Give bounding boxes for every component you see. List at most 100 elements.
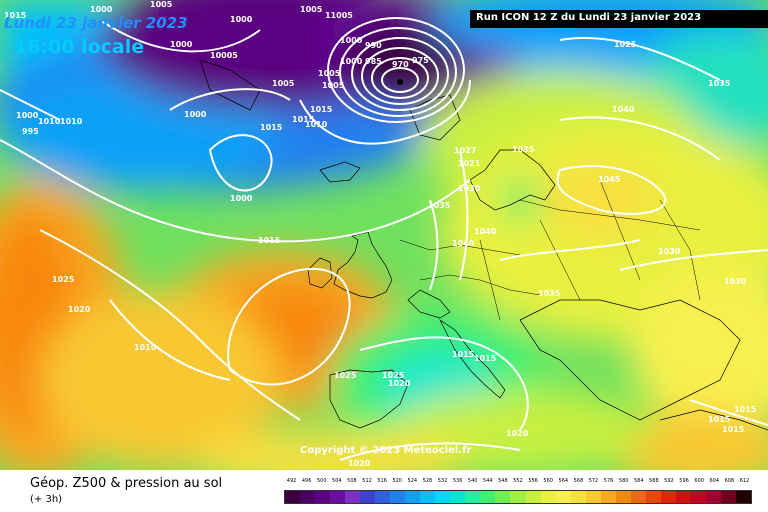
isobar-label: 1015 — [310, 105, 333, 114]
isobar-label: 1000 — [16, 111, 39, 120]
isobar-label: 1027 — [454, 146, 476, 155]
scale-label: 572 — [588, 478, 599, 484]
scale-swatch — [405, 491, 421, 503]
isobar-label: 1035 — [512, 145, 535, 154]
isobar-label: 1035 — [538, 289, 561, 298]
scale-swatch — [555, 491, 571, 503]
isobar-label: 1025 — [382, 371, 405, 380]
scale-swatch — [600, 491, 616, 503]
scale-label: 596 — [679, 478, 689, 484]
scale-swatch — [330, 491, 346, 503]
isobar-label: 1000 — [90, 5, 113, 14]
isobar-label: 1015 — [292, 115, 315, 124]
isobar-label: 1015 — [722, 425, 745, 434]
isobar-label: 995 — [22, 127, 39, 136]
scale-swatch — [360, 491, 376, 503]
isobar-label: 1000 — [184, 110, 207, 119]
scale-swatch — [450, 491, 466, 503]
map-subtitle: (+ 3h) — [30, 494, 63, 505]
isobar-labels: 1015 1000 1000 1005 1005 11005 1000 990 … — [4, 0, 757, 468]
isobar-label: 1040 — [612, 105, 635, 114]
scale-label: 544 — [483, 478, 493, 484]
scale-label: 536 — [452, 478, 463, 484]
scale-label: 576 — [603, 478, 614, 484]
isobar-label: 1000 — [340, 36, 363, 45]
scale-swatch — [510, 491, 526, 503]
isobar-label: 1000 — [170, 40, 193, 49]
isobar-label: 1015 — [260, 123, 283, 132]
scale-label: 548 — [498, 478, 508, 484]
scale-label: 580 — [618, 478, 629, 484]
isobar-label: 1040 — [452, 239, 475, 248]
scale-swatch — [315, 491, 331, 503]
isobar-label: 1005 — [150, 0, 173, 9]
scale-swatch — [645, 491, 661, 503]
low-center-marker — [397, 79, 403, 85]
scale-label: 608 — [724, 478, 735, 484]
scale-swatch — [345, 491, 361, 503]
isobar-label: 1005 — [272, 79, 295, 88]
scale-swatch — [525, 491, 541, 503]
scale-swatch — [465, 491, 481, 503]
run-info: Run ICON 12 Z du Lundi 23 janvier 2023 — [476, 12, 702, 23]
isobar-label: 990 — [365, 41, 382, 50]
scale-label: 588 — [649, 478, 659, 484]
isobar-label: 1015 — [474, 354, 497, 363]
pressure-map: 1015 1000 1000 1005 1005 11005 1000 990 … — [0, 0, 768, 470]
isobar-label: 1030 — [724, 277, 747, 286]
isobar-label: 1020 — [388, 379, 411, 388]
scale-label: 600 — [694, 478, 704, 484]
isobar-label: 1020 — [348, 459, 371, 468]
scale-label: 496 — [301, 478, 312, 484]
scale-swatch — [630, 491, 646, 503]
forecast-date: Lundi 23 janvier 2023 — [4, 14, 188, 32]
scale-swatch — [570, 491, 586, 503]
isobar-label: 1000 — [230, 15, 253, 24]
scale-label: 552 — [513, 478, 523, 484]
scale-swatch — [585, 491, 601, 503]
isobar-label: 985 — [365, 57, 382, 66]
isobar-label: 1015 — [708, 415, 731, 424]
scale-label: 540 — [467, 478, 478, 484]
geopotential-fill — [0, 0, 768, 470]
isobar-label: 1010 — [60, 117, 83, 126]
isobar-label: 1010 — [38, 117, 61, 126]
color-scale-labels: 492 496 500 504 508 512 516 520 524 528 532 536 540 5… — [284, 478, 752, 488]
scale-label: 520 — [392, 478, 402, 484]
isobar-label: 975 — [412, 56, 429, 65]
isobar-label: 1025 — [334, 371, 357, 380]
scale-label: 584 — [633, 478, 644, 484]
isobar-label: 1030 — [658, 247, 681, 256]
isobar-label: 1005 — [322, 81, 345, 90]
isobar-label: 1015 — [258, 236, 281, 245]
scale-label: 524 — [407, 478, 418, 484]
isobar-label: 1010 — [134, 343, 157, 352]
isobar-label: 1045 — [598, 175, 621, 184]
isobar-label: 1000 — [340, 57, 363, 66]
isobar-label: 1005 — [300, 5, 323, 14]
scale-swatch — [480, 491, 496, 503]
scale-swatch — [435, 491, 451, 503]
isobar-label: 11005 — [325, 11, 353, 20]
scale-swatch — [540, 491, 556, 503]
scale-swatch — [660, 491, 676, 503]
scale-swatch — [720, 491, 736, 503]
scale-label: 592 — [664, 478, 674, 484]
scale-label: 528 — [422, 478, 433, 484]
isobar-label: 1015 — [452, 350, 475, 359]
scale-label: 512 — [362, 478, 372, 484]
scale-label: 532 — [437, 478, 448, 484]
isobar-label: 1020 — [68, 305, 91, 314]
isobar-label: 1000 — [230, 194, 253, 203]
isobar-label: 10005 — [210, 51, 238, 60]
isobar-label: 1035 — [428, 201, 451, 210]
scale-swatch — [420, 491, 436, 503]
isobar-label: 1030 — [458, 184, 481, 193]
scale-swatch — [285, 491, 301, 503]
scale-swatch — [375, 491, 391, 503]
scale-label: 492 — [286, 478, 297, 484]
scale-label: 564 — [558, 478, 569, 484]
scale-label: 504 — [332, 478, 342, 484]
scale-label: 556 — [528, 478, 538, 484]
